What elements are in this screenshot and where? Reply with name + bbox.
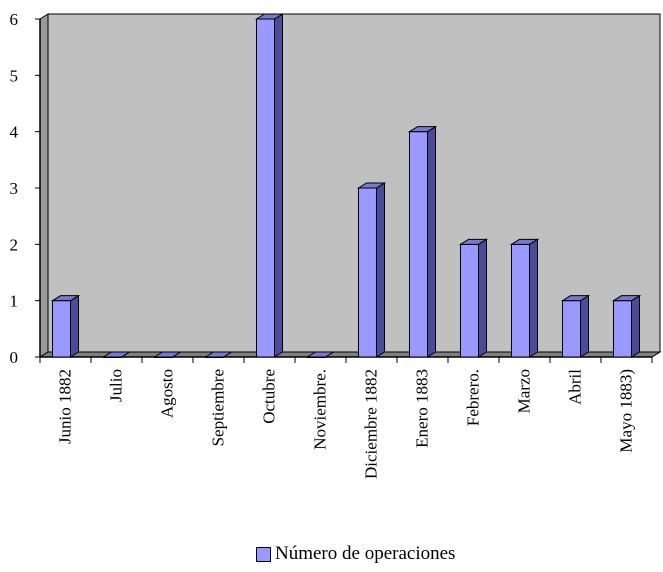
x-tick-label: Enero 1883 (413, 369, 432, 448)
x-tick-label: Agosto (158, 369, 177, 418)
bar-front (409, 131, 428, 358)
bar-top (50, 295, 81, 302)
legend: Número de operaciones (256, 543, 455, 565)
bar-top (509, 238, 540, 245)
bar-top (560, 295, 591, 302)
bar-top (356, 182, 387, 189)
bar-front (256, 18, 275, 358)
y-tick-label: 0 (10, 348, 19, 367)
bar-front (562, 300, 581, 358)
bar (560, 294, 591, 358)
bar (458, 238, 489, 358)
y-tick-label: 4 (10, 123, 19, 142)
x-tick-label: Noviembre. (311, 369, 330, 450)
x-tick-label: Septiembre (209, 369, 228, 446)
bar-side (274, 13, 283, 358)
bars (50, 13, 642, 358)
legend-label: Número de operaciones (275, 543, 456, 564)
x-tick-label: Julio (107, 369, 126, 402)
bar (611, 294, 642, 358)
bar (203, 351, 234, 358)
bar (305, 351, 336, 358)
plot-side-wall (39, 13, 49, 358)
bar-side (427, 125, 436, 358)
x-tick-label: Diciembre 1882 (362, 369, 381, 479)
y-axis: 0 1 2 3 4 5 6 (10, 10, 41, 367)
bar-front (511, 243, 530, 358)
bar-top (152, 351, 183, 358)
bar-side (70, 294, 79, 358)
bar (407, 125, 438, 358)
bar-top (611, 295, 642, 302)
bar (101, 351, 132, 358)
y-tick-label: 6 (10, 10, 19, 29)
y-tick-label: 3 (10, 179, 19, 198)
x-tick-label: Febrero. (464, 369, 483, 426)
bar (356, 182, 387, 358)
x-axis: Junio 1882 Julio Agosto Septiembre Octubre No… (39, 356, 653, 479)
y-tick-label: 1 (10, 292, 19, 311)
bar-top (458, 238, 489, 245)
bar-side (580, 294, 589, 358)
bar-top (254, 13, 285, 20)
x-tick-label: Abril (566, 369, 585, 405)
legend-swatch (256, 546, 271, 562)
y-tick-label: 5 (10, 66, 19, 85)
bar-side (376, 182, 385, 358)
x-tick-label: Marzo (515, 369, 534, 413)
bar-side (529, 238, 538, 358)
bar (50, 294, 81, 358)
bar-front (358, 187, 377, 358)
bar-side (478, 238, 487, 358)
bar (254, 13, 285, 358)
bar (509, 238, 540, 358)
bar (152, 351, 183, 358)
bar-front (613, 300, 632, 358)
bar-front (460, 243, 479, 358)
bar-top (101, 351, 132, 358)
bar-top (305, 351, 336, 358)
x-tick-label: Octubre (260, 369, 279, 424)
y-tick-label: 2 (10, 235, 19, 254)
x-tick-label: Junio 1882 (56, 369, 75, 444)
bar-top (203, 351, 234, 358)
bar-side (631, 294, 640, 358)
bar-top (407, 126, 438, 133)
x-tick-label: Mayo 1883) (617, 369, 636, 453)
bar-front (52, 300, 71, 358)
